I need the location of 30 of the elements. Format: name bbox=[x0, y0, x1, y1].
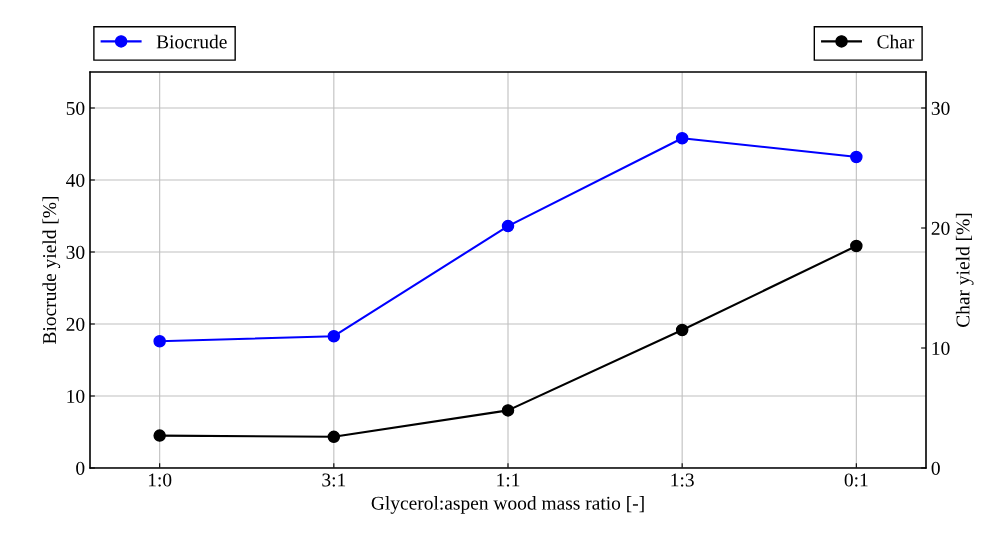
y-tick-label: 20 bbox=[66, 317, 85, 331]
y-tick-label: 40 bbox=[66, 173, 85, 187]
y-tick-label: 50 bbox=[66, 101, 85, 115]
y2-tick-label: 10 bbox=[932, 341, 950, 355]
y2-axis-title: Char yield [%] bbox=[955, 213, 974, 327]
point bbox=[675, 323, 689, 337]
y-tick-label: 0 bbox=[76, 461, 85, 475]
y-tick-label: 10 bbox=[67, 389, 85, 403]
x-tick-label: 1:1 bbox=[497, 473, 520, 487]
point bbox=[153, 335, 166, 348]
point bbox=[850, 239, 863, 253]
y2-tick-label: 30 bbox=[931, 101, 950, 115]
x-tick-label: 1:3 bbox=[671, 473, 694, 487]
point bbox=[850, 150, 863, 164]
y-tick-label: 30 bbox=[66, 245, 85, 259]
point bbox=[501, 404, 515, 417]
legend-label: Biocrude bbox=[156, 34, 227, 49]
legend-label: Char bbox=[877, 34, 915, 49]
point bbox=[501, 219, 515, 233]
y2-tick-label: 20 bbox=[931, 221, 950, 235]
x-axis-title: Glycerol:aspen wood mass ratio [-] bbox=[371, 496, 644, 514]
y2-tick-label: 0 bbox=[931, 461, 940, 475]
point bbox=[327, 430, 341, 444]
point bbox=[675, 131, 689, 145]
point bbox=[327, 329, 341, 343]
y-axis-title: Biocrude yield [%] bbox=[42, 196, 61, 344]
x-tick-label: 0:1 bbox=[844, 473, 868, 487]
x-tick-label: 1:0 bbox=[148, 473, 172, 487]
x-tick-label: 3:1 bbox=[322, 473, 346, 487]
point bbox=[153, 429, 166, 442]
